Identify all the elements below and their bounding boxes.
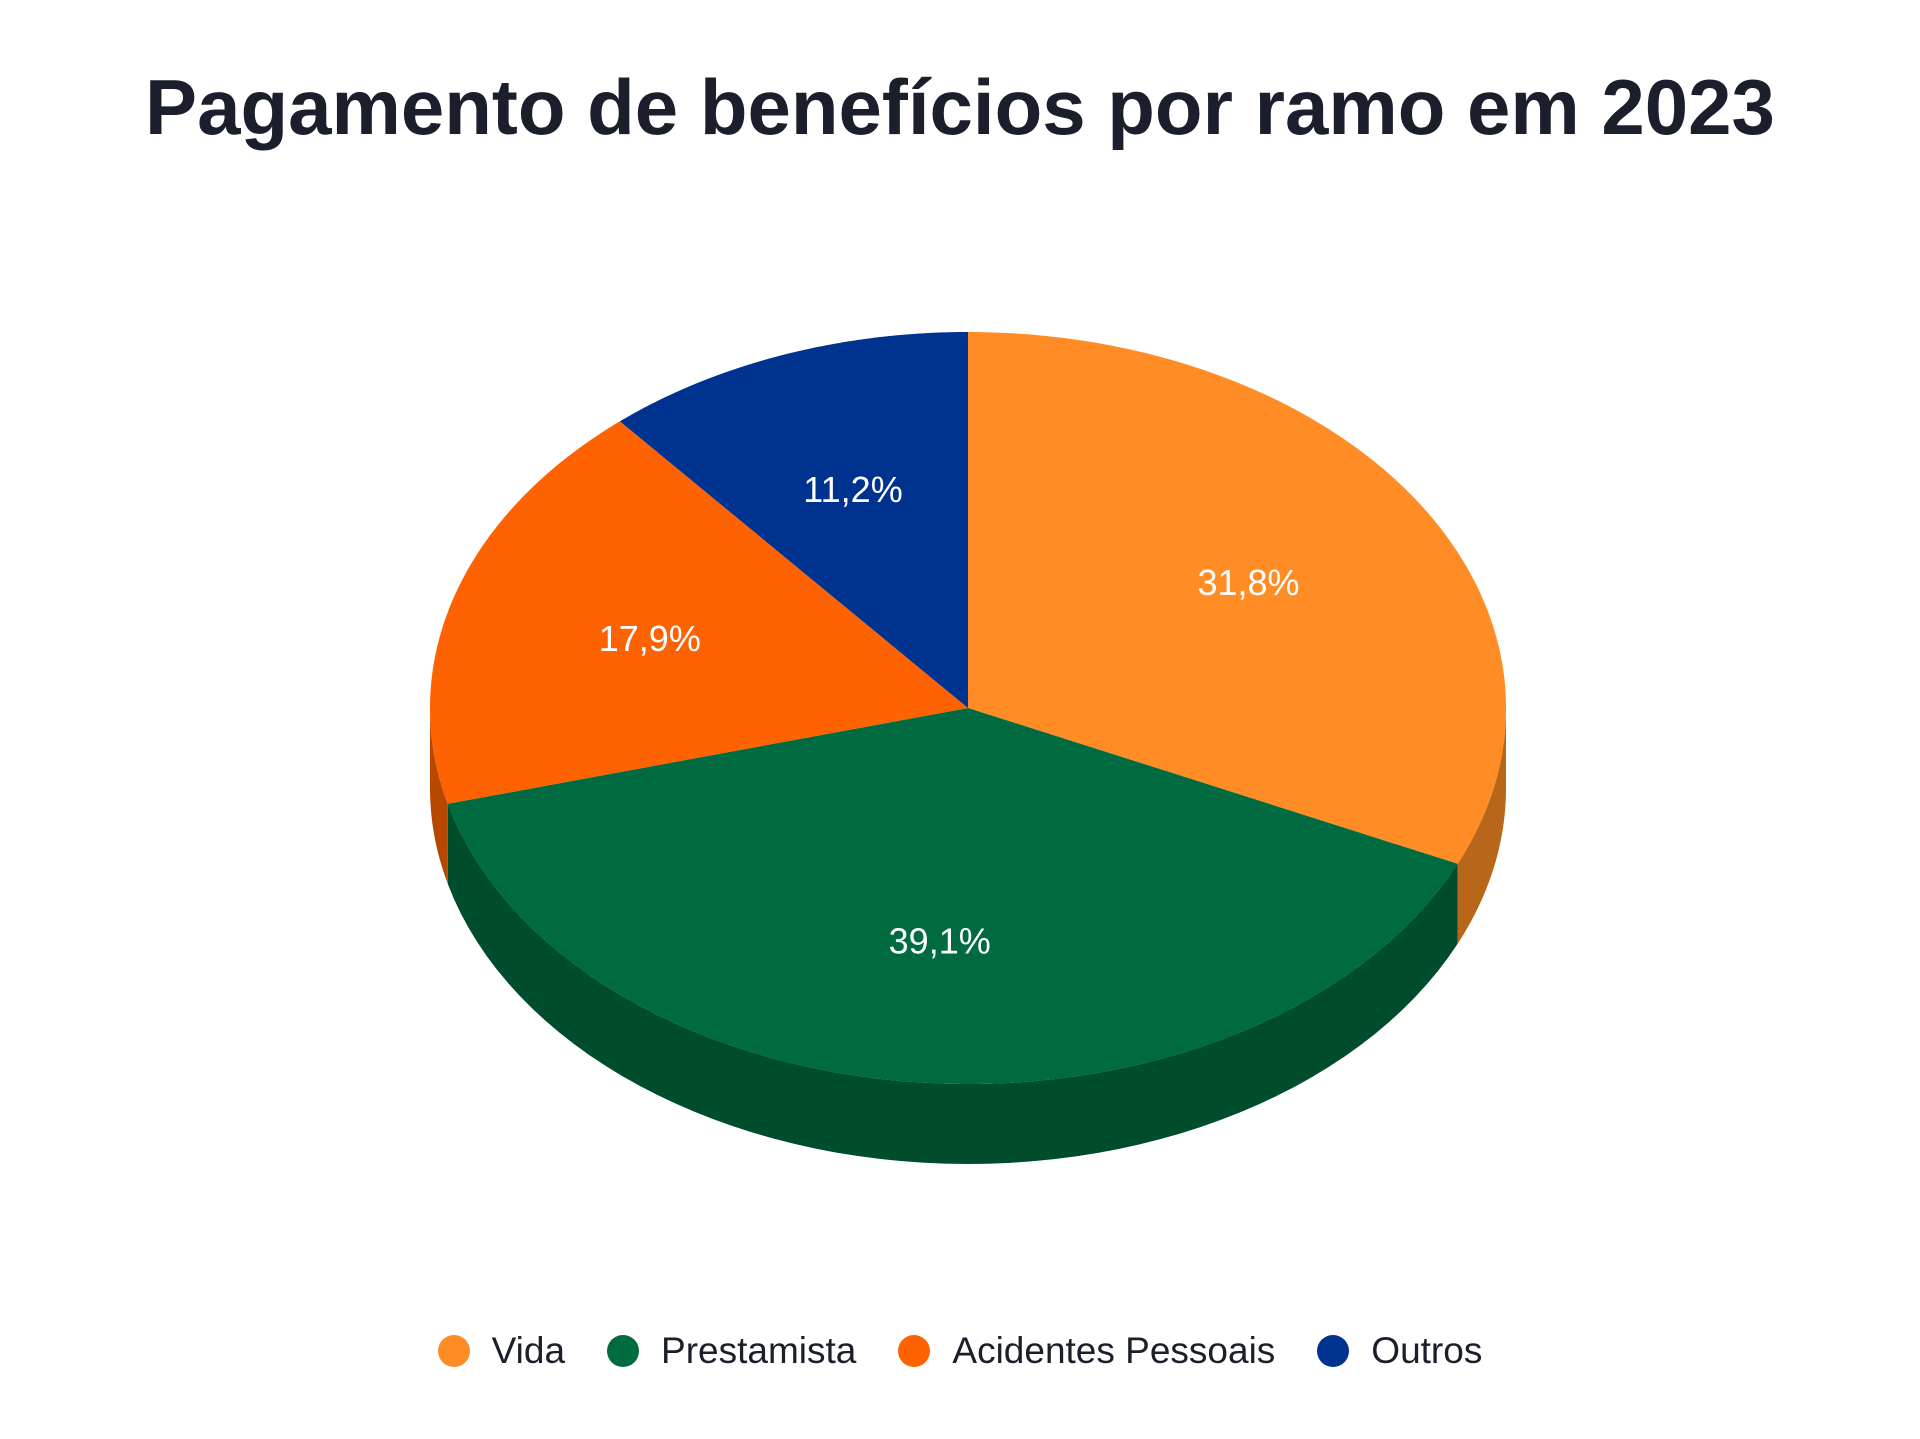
legend-item-prestamista[interactable]: Prestamista [607, 1330, 856, 1372]
legend-swatch-prestamista [607, 1335, 640, 1367]
legend-swatch-vida [437, 1335, 470, 1367]
legend-item-outros[interactable]: Outros [1317, 1330, 1482, 1372]
pie-side-vida [1457, 708, 1506, 944]
data-label-vida: 31,8% [1197, 562, 1299, 603]
legend-swatch-acidentes-pessoais [898, 1335, 931, 1367]
pie-side-prestamista [447, 803, 1458, 1164]
legend-item-vida[interactable]: Vida [437, 1330, 566, 1372]
pie-side-acidentes-pessoais [430, 708, 448, 884]
chart-title: Pagamento de benefícios por ramo em 2023 [145, 63, 1775, 151]
legend-label-vida: Vida [491, 1330, 566, 1371]
legend-item-acidentes-pessoais[interactable]: Acidentes Pessoais [898, 1330, 1275, 1372]
data-label-acidentes-pessoais: 17,9% [599, 618, 701, 659]
legend-label-prestamista: Prestamista [661, 1330, 857, 1371]
legend-swatch-outros [1317, 1335, 1350, 1367]
pie-top [430, 332, 1506, 1084]
pie-slice-prestamista[interactable] [447, 708, 1458, 1084]
pie-labels: 31,8% 39,1% 17,9% 11,2% [599, 469, 1300, 961]
legend-label-outros: Outros [1371, 1330, 1483, 1371]
legend-label-acidentes-pessoais: Acidentes Pessoais [952, 1330, 1276, 1371]
pie-sides [430, 708, 1506, 1164]
pie-slice-acidentes-pessoais[interactable] [430, 421, 968, 804]
data-label-prestamista: 39,1% [889, 920, 991, 961]
pie-slice-outros[interactable] [619, 332, 968, 708]
data-label-outros: 11,2% [803, 469, 902, 510]
pie-slice-vida[interactable] [968, 332, 1506, 864]
legend: Vida Prestamista Acidentes Pessoais Outr… [0, 1326, 1920, 1376]
